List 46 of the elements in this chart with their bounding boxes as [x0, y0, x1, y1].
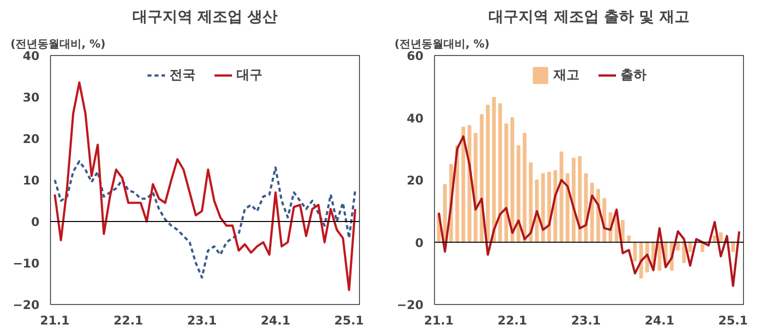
x-tick-label: 23.1 [187, 314, 217, 327]
y-axis-title: (전년동월대비, %) [10, 38, 106, 50]
bar [566, 173, 570, 243]
legend-label: 대구 [236, 67, 262, 84]
x-tick-label: 25.1 [718, 314, 748, 327]
x-tick-label: 21.1 [424, 314, 454, 327]
bar [658, 242, 662, 271]
legend-label: 전국 [170, 67, 196, 84]
y-tick-label: 40 [22, 49, 40, 63]
bar [541, 173, 545, 243]
y-tick-label: −10 [12, 256, 40, 270]
bar [516, 145, 520, 243]
y-tick-label: 0 [31, 215, 40, 229]
y-tick-label: 0 [415, 236, 424, 250]
bar [522, 132, 527, 243]
y-tick-label: 60 [406, 49, 424, 63]
x-tick-label: 22.1 [498, 314, 528, 327]
legend-label: 재고 [554, 67, 580, 84]
bar [584, 173, 588, 243]
y-tick-label: 20 [22, 132, 40, 146]
line-series [438, 135, 740, 287]
x-tick-label: 22.1 [114, 314, 144, 327]
bar [633, 242, 637, 262]
line-series [54, 160, 356, 279]
y-tick-label: −20 [396, 298, 424, 312]
x-tick-label: 25.1 [334, 314, 364, 327]
bar [474, 132, 478, 243]
chart-title: 대구지역 제조업 생산 [132, 8, 278, 26]
x-tick-label: 23.1 [571, 314, 601, 327]
y-tick-label: 30 [22, 90, 40, 104]
bar [498, 103, 502, 243]
y-tick-label: 10 [22, 174, 40, 188]
y-tick-label: 40 [406, 111, 424, 126]
y-tick-label: 20 [406, 174, 424, 188]
bar [492, 97, 496, 243]
y-tick-label: −20 [12, 298, 40, 312]
bar [486, 104, 490, 243]
x-tick-label: 24.1 [644, 314, 674, 327]
x-tick-label: 24.1 [260, 314, 290, 327]
x-tick-label: 21.1 [40, 314, 70, 327]
y-axis-title: (전년동월대비, %) [394, 38, 490, 50]
chart-title: 대구지역 제조업 출하 및 재고 [488, 8, 690, 26]
line-series [54, 81, 356, 292]
bar [560, 151, 564, 243]
legend-label: 출하 [620, 67, 646, 84]
bar [443, 184, 447, 243]
